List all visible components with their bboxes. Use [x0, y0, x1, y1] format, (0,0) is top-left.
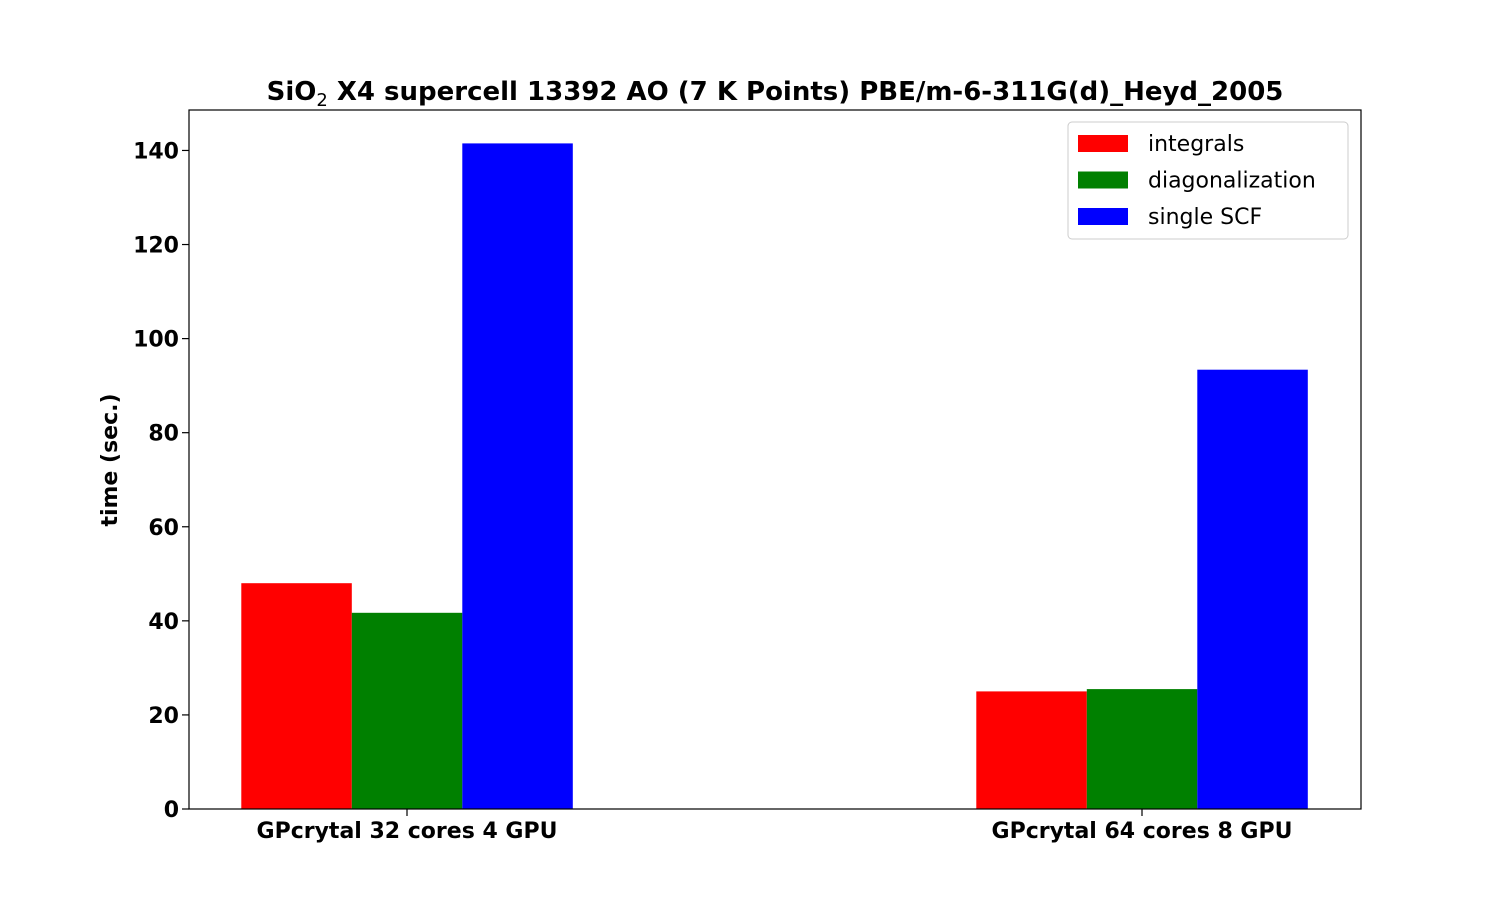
chart-title-sub: 2 — [316, 90, 327, 111]
bar-single-scf-1 — [462, 143, 573, 809]
chart-title-post: X4 supercell 13392 AO (7 K Points) PBE/m… — [328, 77, 1284, 107]
bar-diagonalization-1 — [351, 612, 463, 809]
bar-integrals-2 — [976, 691, 1087, 809]
y-tick-label: 20 — [148, 704, 179, 729]
legend-swatch-integrals — [1078, 135, 1128, 152]
bar-single-scf-2 — [1197, 369, 1308, 809]
chart-title-pre: SiO — [267, 77, 317, 107]
legend-swatch-single-scf — [1078, 208, 1128, 225]
y-tick-label: 100 — [133, 328, 179, 353]
legend-label-diagonalization: diagonalization — [1148, 169, 1316, 194]
legend-swatch-diagonalization — [1078, 171, 1128, 189]
x-tick-label: GPcrytal 64 cores 8 GPU — [992, 819, 1293, 844]
plot-area-frame — [188, 109, 1362, 810]
y-axis-label: time (sec.) — [98, 393, 123, 526]
bar-diagonalization-2 — [1086, 689, 1198, 809]
y-tick-label: 120 — [133, 234, 179, 259]
bar-integrals-1 — [241, 583, 352, 809]
y-tick-label: 60 — [148, 516, 179, 541]
y-tick-label: 140 — [133, 139, 179, 164]
legend: integrals diagonalization single SCF — [1067, 121, 1349, 240]
legend-label-integrals: integrals — [1148, 132, 1244, 157]
y-tick-label: 40 — [148, 610, 179, 635]
chart-title: SiO2 X4 supercell 13392 AO (7 K Points) … — [267, 77, 1284, 111]
y-axis-ticks: 0 20 40 60 80 100 120 140 — [133, 139, 189, 823]
y-tick-label: 80 — [148, 422, 179, 447]
x-axis-ticks: GPcrytal 32 cores 4 GPU GPcrytal 64 cores… — [257, 809, 1293, 844]
legend-frame — [1067, 121, 1349, 240]
y-tick-label: 0 — [164, 798, 179, 823]
x-tick-label: GPcrytal 32 cores 4 GPU — [257, 819, 558, 844]
bars-group — [241, 143, 1308, 809]
legend-label-single-scf: single SCF — [1148, 205, 1262, 230]
